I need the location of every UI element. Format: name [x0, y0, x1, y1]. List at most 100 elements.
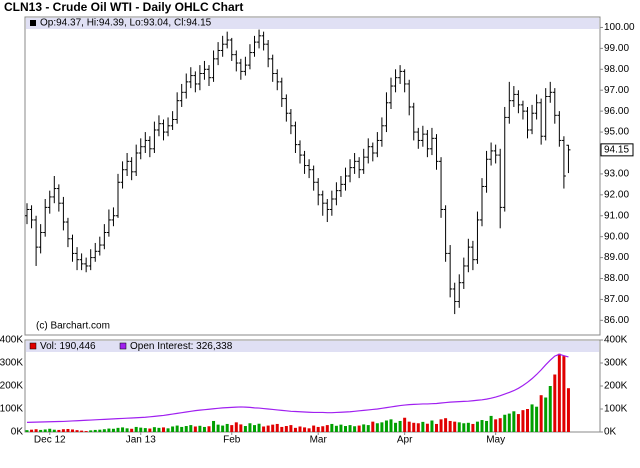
y-tick-label: 91.00 [604, 210, 629, 221]
volume-bar [380, 422, 384, 432]
volume-bar [243, 426, 247, 432]
volume-bar [398, 420, 402, 432]
volume-bar [403, 417, 407, 432]
volume-bar [494, 419, 498, 432]
volume-bar [557, 353, 561, 432]
volume-bar [202, 426, 206, 432]
legend-swatch [29, 342, 37, 350]
volume-bar [189, 425, 193, 432]
y-tick-label: 96.00 [604, 106, 629, 117]
volume-bar [212, 420, 216, 432]
volume-bar [535, 406, 539, 432]
volume-bar [57, 429, 61, 432]
volume-bar [485, 420, 489, 432]
volume-bar [61, 429, 65, 432]
volume-bar [289, 425, 293, 432]
volume-bar [48, 428, 52, 432]
volume-bar [280, 426, 284, 432]
volume-bar [193, 426, 197, 432]
volume-bar [171, 426, 175, 432]
volume-bar [262, 426, 266, 432]
volume-bar [530, 404, 534, 432]
volume-bar [430, 420, 434, 432]
volume-bar [98, 429, 102, 432]
volume-bar [453, 421, 457, 432]
volume-bar [43, 429, 47, 432]
volume-bar [107, 428, 111, 432]
volume-bar [307, 428, 311, 432]
ohlc-legend: Op:94.37, Hi:94.39, Lo:93.04, Cl:94.15 [40, 18, 212, 29]
volume-bar [125, 428, 129, 432]
volume-bar [271, 424, 275, 432]
open-interest-line [26, 353, 569, 423]
volume-bar [180, 426, 184, 432]
y-tick-label: 0K [604, 427, 617, 438]
volume-bar [84, 431, 88, 432]
volume-bar [512, 411, 516, 432]
volume-bar [93, 429, 97, 432]
volume-bar [80, 430, 84, 432]
x-tick-label: Dec 12 [34, 435, 66, 446]
x-tick-label: May [486, 435, 505, 446]
y-tick-label: 89.00 [604, 252, 629, 263]
volume-bar [539, 395, 543, 432]
y-tick-label: 99.00 [604, 43, 629, 54]
volume-bar [134, 426, 138, 432]
volume-bar [66, 429, 70, 432]
volume-bar [162, 427, 165, 432]
volume-bar [284, 426, 288, 432]
volume-bar [257, 423, 261, 432]
volume-bar [239, 424, 243, 432]
legend-swatch [119, 342, 127, 350]
volume-bar [293, 427, 297, 432]
volume-bar [157, 427, 161, 432]
volume-bar [121, 427, 125, 432]
volume-bar [548, 386, 552, 432]
volume-bar [225, 423, 229, 432]
y-tick-label-left: 400K [0, 335, 23, 346]
credit: (c) Barchart.com [36, 321, 110, 332]
price-header [26, 18, 599, 29]
volume-bar [207, 426, 211, 432]
volume-bar [516, 414, 520, 432]
y-tick-label: 92.00 [604, 189, 629, 200]
volume-bar [448, 420, 452, 432]
volume-bar [439, 419, 443, 432]
volume-bar [375, 423, 379, 432]
volume-bar [316, 426, 320, 432]
volume-bar [216, 424, 220, 432]
volume-bar [353, 426, 357, 432]
x-tick-label: Apr [397, 435, 413, 446]
volume-bar [52, 429, 56, 432]
volume-bar [475, 421, 479, 432]
volume-bar [471, 423, 475, 432]
volume-bar [466, 422, 470, 432]
volume-bar [562, 356, 566, 432]
volume-bar [412, 422, 416, 432]
volume-bar [39, 429, 43, 432]
volume-bar [30, 429, 34, 432]
volume-bar [71, 429, 74, 432]
volume-bar [152, 427, 156, 432]
volume-bar [111, 428, 115, 432]
volume-bar [175, 425, 179, 432]
volume-bar [362, 424, 366, 432]
volume-bar [184, 426, 188, 432]
last-price-box [600, 143, 634, 157]
y-tick-label: 98.00 [604, 64, 629, 75]
volume-bar [371, 421, 375, 432]
volume-bar [435, 423, 438, 432]
volume-bar [521, 410, 525, 432]
volume-bar [553, 374, 557, 432]
volume-bar [566, 388, 570, 432]
volume-bar [166, 428, 170, 432]
volume-bar [298, 426, 302, 432]
y-tick-label: 100K [604, 404, 628, 415]
volume-bar [253, 425, 256, 432]
legend-label: Vol: 190,446 [40, 341, 96, 352]
volume-bar [198, 425, 202, 432]
volume-bar [143, 428, 147, 432]
y-tick-label: 95.00 [604, 127, 629, 138]
volume-bar [221, 425, 225, 432]
y-tick-label-left: 100K [0, 404, 23, 415]
